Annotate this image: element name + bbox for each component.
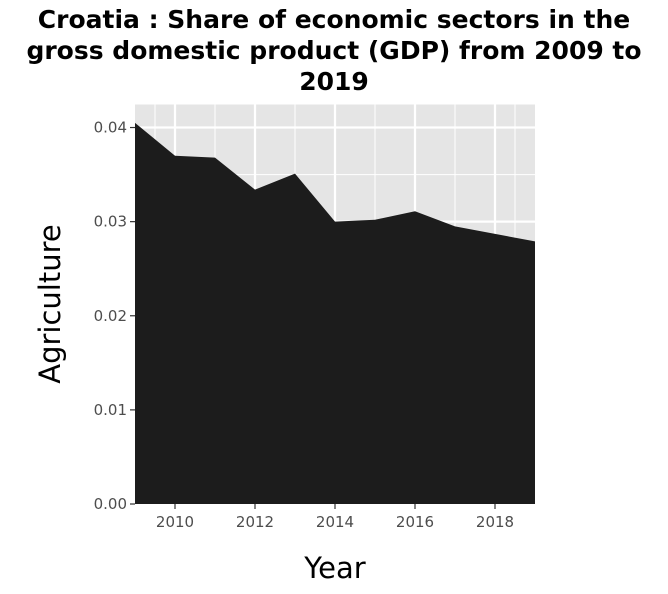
- y-tick-label: 0.03: [94, 213, 127, 231]
- y-tick-label: 0.04: [94, 119, 127, 137]
- x-axis: 2010 2012 2014 2016 2018: [156, 504, 514, 531]
- y-tick-label: 0.02: [94, 307, 127, 325]
- x-tick-label: 2016: [396, 513, 434, 531]
- chart-title: Croatia : Share of economic sectors in t…: [26, 5, 642, 96]
- y-axis-title: Agriculture: [33, 224, 67, 384]
- x-tick-label: 2018: [476, 513, 514, 531]
- x-tick-label: 2012: [236, 513, 274, 531]
- agriculture-area: [135, 122, 535, 504]
- x-tick-label: 2014: [316, 513, 354, 531]
- y-axis: 0.00 0.01 0.02 0.03 0.04: [94, 119, 135, 513]
- x-axis-title: Year: [303, 551, 365, 585]
- y-tick-label: 0.00: [94, 495, 127, 513]
- x-tick-label: 2010: [156, 513, 194, 531]
- y-tick-label: 0.01: [94, 401, 127, 419]
